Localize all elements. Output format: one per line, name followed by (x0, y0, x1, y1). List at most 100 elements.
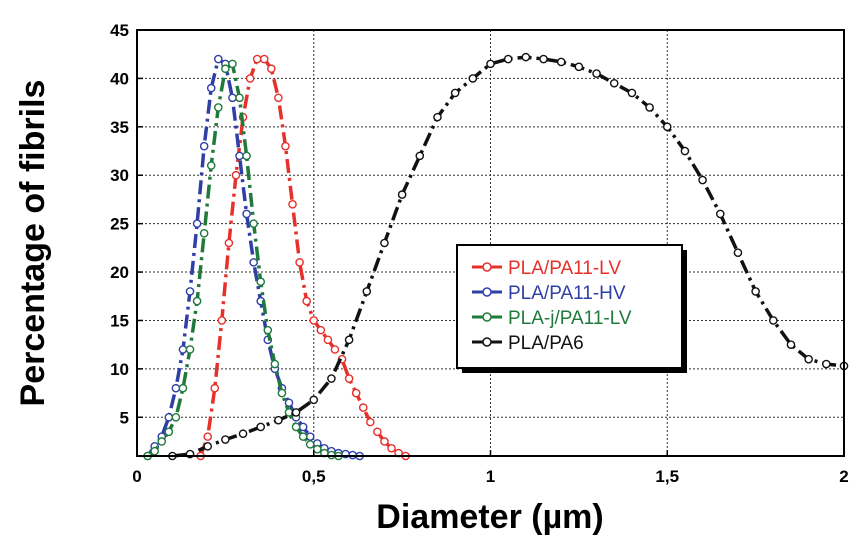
y-axis-title: Percentage of fibrils (14, 80, 52, 407)
data-point (245, 74, 255, 83)
data-point (373, 427, 382, 437)
data-point (256, 422, 266, 432)
series-0 (196, 54, 410, 461)
data-point (252, 54, 262, 64)
data-point (217, 316, 227, 325)
data-point (185, 287, 195, 296)
data-point (323, 335, 333, 345)
x-axis-title: Diameter (µm) (376, 498, 603, 536)
data-point (199, 141, 209, 151)
data-point (178, 383, 188, 393)
data-point (221, 435, 230, 444)
data-point (698, 175, 707, 185)
series-line (172, 55, 845, 458)
data-point (486, 59, 495, 69)
y-tick-label: 10 (110, 360, 129, 379)
data-point (786, 340, 796, 349)
data-point (203, 432, 212, 441)
series-layer (143, 52, 849, 461)
data-point (433, 112, 442, 122)
data-point (284, 398, 294, 408)
legend-swatch-marker (482, 312, 492, 322)
data-point (380, 437, 389, 446)
data-point (231, 170, 241, 180)
legend-item: PLA/PA11-LV (472, 258, 621, 279)
data-point (450, 88, 460, 98)
data-point (769, 316, 778, 325)
data-point (627, 88, 637, 98)
data-point (178, 345, 188, 354)
y-tick-label: 30 (110, 166, 129, 185)
data-point (242, 151, 251, 161)
data-point (751, 287, 760, 296)
x-tick-label: 2 (839, 467, 848, 486)
legend: PLA/PA11-LV PLA/PA11-HV PLA-j/PA11-LV PLA/P… (456, 244, 687, 373)
data-point (309, 395, 319, 405)
data-point (270, 359, 280, 369)
data-point (302, 296, 311, 306)
data-point (228, 59, 237, 69)
data-point (309, 316, 319, 325)
data-point (206, 83, 216, 93)
data-point (199, 229, 209, 238)
legend-swatch-marker (482, 262, 492, 272)
data-point (235, 93, 244, 103)
y-tick-label: 15 (110, 311, 129, 330)
data-point (680, 146, 690, 156)
series-2 (143, 59, 343, 461)
data-point (327, 374, 336, 383)
data-point (224, 238, 234, 248)
data-point (366, 417, 375, 427)
data-point (249, 258, 258, 267)
data-point (288, 199, 297, 209)
data-point (521, 52, 531, 62)
y-tick-label: 45 (110, 21, 129, 40)
y-tick-label: 25 (110, 215, 129, 234)
data-point (415, 151, 425, 161)
data-point (214, 54, 223, 64)
data-point (150, 446, 159, 456)
data-point (171, 383, 181, 393)
data-point (259, 54, 269, 64)
data-point (235, 151, 244, 161)
data-point (344, 335, 354, 345)
data-point (574, 62, 584, 72)
data-point (295, 258, 304, 267)
x-tick-label: 1 (486, 467, 495, 486)
data-point (592, 69, 601, 78)
data-point (185, 345, 195, 354)
data-point (298, 432, 308, 441)
legend-items: PLA/PA11-LV PLA/PA11-HV PLA-j/PA11-LV PLA/P… (472, 258, 632, 354)
data-point (330, 345, 340, 354)
legend-swatch-marker (482, 287, 492, 297)
data-point (362, 287, 372, 296)
data-point (164, 427, 174, 437)
y-tick-label: 5 (120, 408, 129, 427)
ticks: 5 10 15 20 25 30 35 40 45 0 0,5 1 1,5 2 (110, 21, 849, 486)
legend-label: PLA/PA11-LV (508, 258, 621, 279)
data-point (171, 412, 181, 422)
data-point (192, 219, 202, 228)
data-point (291, 422, 301, 432)
series-line (198, 57, 407, 458)
x-tick-label: 1,5 (655, 467, 679, 486)
grid (137, 30, 844, 456)
y-tick-label: 35 (110, 118, 129, 137)
data-point (274, 93, 283, 103)
legend-swatch-marker (482, 337, 492, 347)
data-point (387, 443, 396, 453)
data-point (256, 277, 266, 287)
data-point (351, 388, 361, 398)
data-point (206, 161, 216, 170)
data-point (344, 374, 354, 383)
data-point (804, 354, 813, 364)
data-point (221, 64, 230, 74)
data-point (380, 238, 389, 248)
data-point (284, 408, 294, 417)
data-point (358, 403, 368, 412)
series-1 (143, 54, 365, 461)
data-point (305, 440, 315, 449)
series-3 (168, 52, 849, 461)
x-tick-label: 0,5 (302, 467, 326, 486)
